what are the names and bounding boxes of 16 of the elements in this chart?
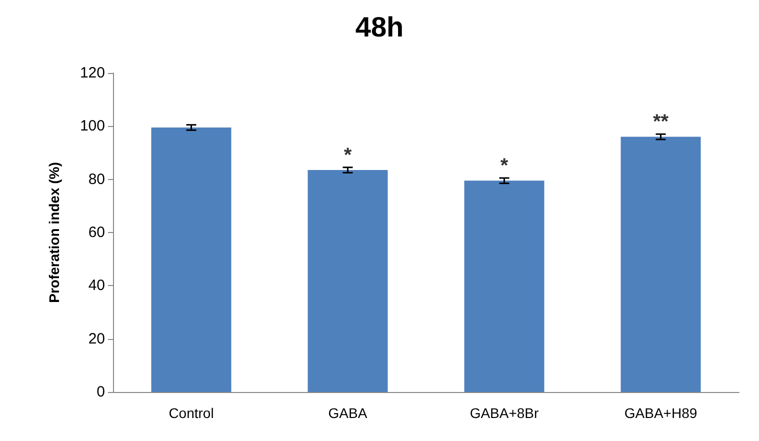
y-tick-label: 20 [88,330,105,348]
y-tick-label: 60 [88,224,105,241]
annotation: ** [652,111,669,134]
chart-title: 48h [355,12,404,42]
y-tick-label: 120 [80,64,105,82]
x-tick-label: GABA [328,405,368,421]
y-tick-label: 80 [88,170,105,188]
x-tick-label: GABA+8Br [470,405,540,421]
y-tick-label: 40 [88,277,105,294]
y-axis-title: Proferation index (%) [46,162,62,303]
annotation: * [344,144,352,166]
y-tick-label: 100 [80,118,105,135]
x-tick-label: Control [168,405,214,421]
y-tick-label: 0 [96,384,105,400]
x-tick-label: GABA+H89 [624,405,698,421]
annotation: * [500,155,508,178]
